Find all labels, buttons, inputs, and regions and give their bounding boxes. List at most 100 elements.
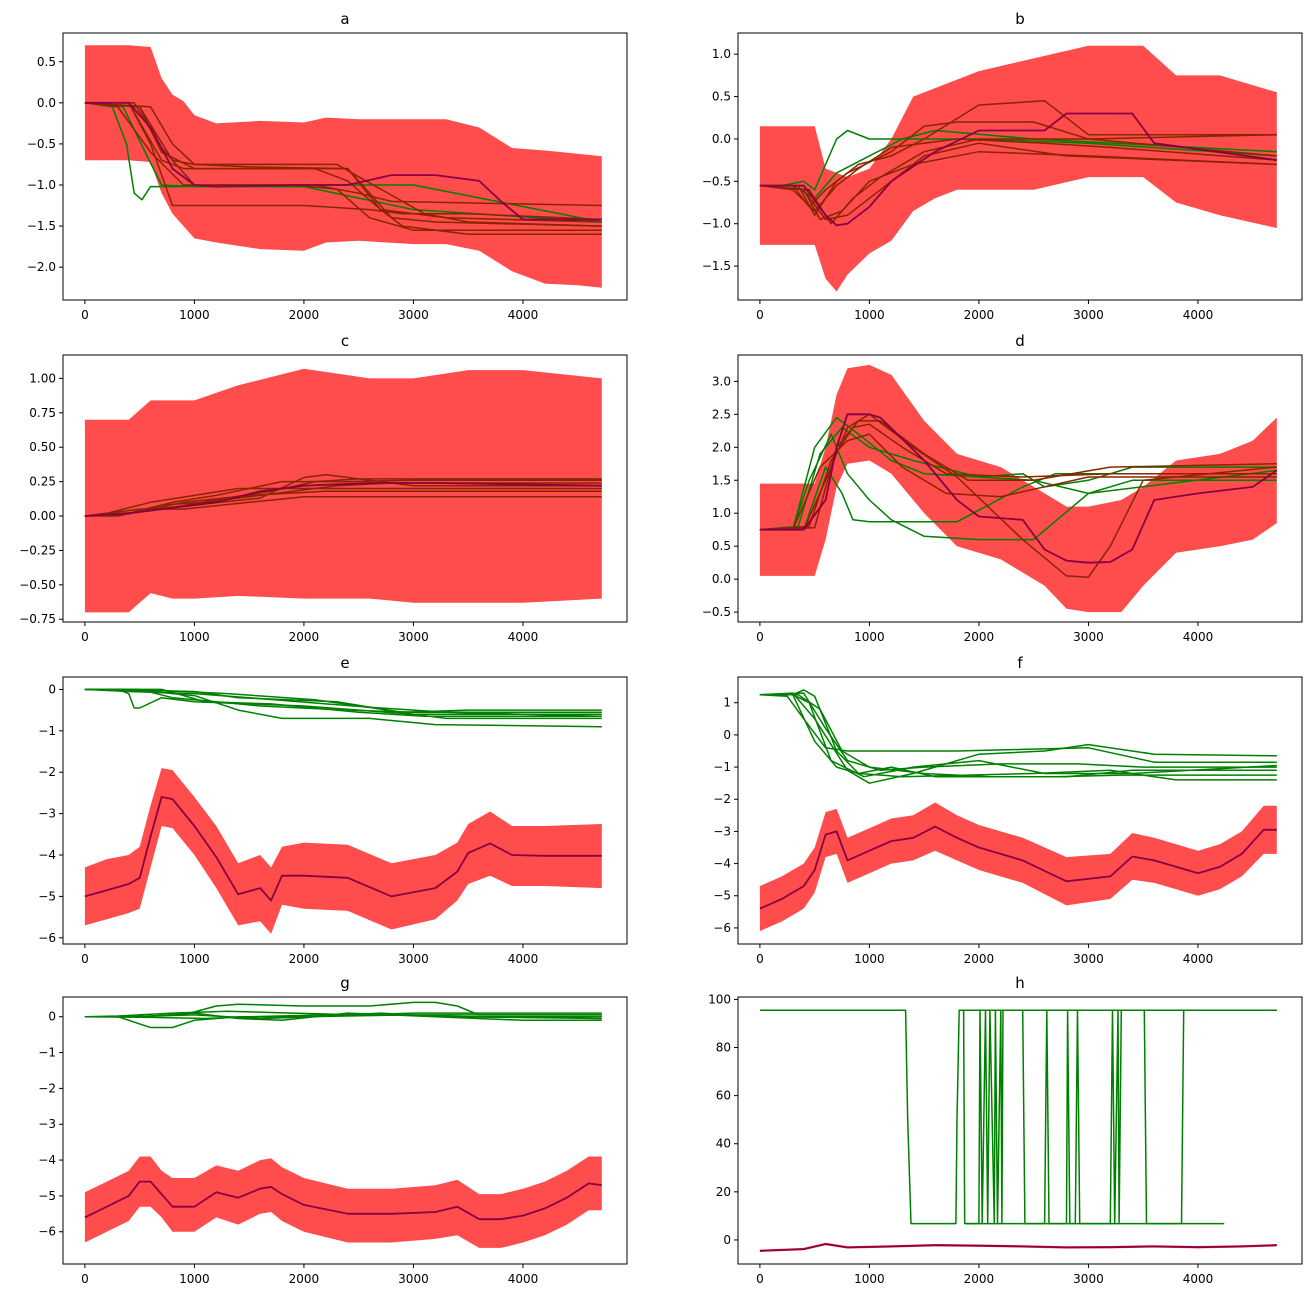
y-tick-label: −0.75 — [19, 612, 56, 626]
y-tick-label: 0 — [723, 728, 731, 742]
series-line-3 — [84, 1010, 602, 1018]
x-tick-label: 0 — [81, 308, 89, 322]
y-tick-label: 1.00 — [29, 371, 56, 385]
y-tick-label: 0 — [48, 1010, 56, 1024]
y-tick-label: −2 — [38, 1081, 56, 1095]
y-tick-label: 40 — [716, 1137, 731, 1151]
x-tick-label: 3000 — [1073, 630, 1104, 644]
plot-area — [84, 45, 602, 288]
x-tick-label: 2000 — [964, 630, 995, 644]
x-tick-label: 4000 — [508, 630, 539, 644]
x-tick-label: 3000 — [398, 630, 429, 644]
panel-c: 0 1000 2000 3000 4000 −0.75 −0.50 −0.25 0.00 0.25… — [19, 332, 628, 644]
panel-title: a — [340, 10, 349, 28]
y-tick-label: 1.0 — [712, 506, 731, 520]
y-tick-label: 2.5 — [712, 407, 731, 421]
x-tick-label: 2000 — [964, 308, 995, 322]
panel-a: 0 1000 2000 3000 4000 −2.0 −1.5 −1.0 −0.5 0.0 0.5 a — [27, 10, 628, 322]
y-tick-label: −1.5 — [702, 259, 731, 273]
y-tick-label: 80 — [716, 1041, 731, 1055]
series-line-6 — [759, 150, 1277, 221]
series-line-3 — [759, 100, 1277, 216]
x-tick-label: 0 — [756, 630, 764, 644]
panel-title: b — [1015, 10, 1025, 28]
y-tick-label: −1 — [38, 1046, 56, 1060]
y-tick-label: 3.0 — [712, 374, 731, 388]
y-tick-label: 0.0 — [712, 132, 731, 146]
x-tick-label: 1000 — [179, 952, 210, 966]
series-line-3 — [84, 688, 602, 728]
x-tick-label: 1000 — [854, 952, 885, 966]
y-tick-label: −0.5 — [702, 174, 731, 188]
series-line-9 — [84, 101, 602, 221]
panel-title: g — [340, 974, 350, 992]
panel-f: 0 1000 2000 3000 4000 −6 −5 −4 −3 −2 −1 0 1 f — [713, 654, 1303, 966]
panel-title: e — [340, 654, 349, 672]
plot-area — [84, 368, 602, 613]
series-line-7 — [759, 420, 1277, 531]
y-tick-label: −3 — [38, 1117, 56, 1131]
plot-area — [759, 364, 1278, 613]
y-tick-label: −0.25 — [19, 543, 56, 557]
y-tick-label: −6 — [38, 1225, 56, 1239]
axes-frame — [62, 996, 628, 1265]
panel-title: f — [1017, 654, 1023, 672]
series-line-1 — [962, 1009, 1277, 1225]
series-line-8 — [84, 102, 602, 223]
y-tick-label: −5 — [713, 889, 731, 903]
series-line-6 — [759, 433, 1277, 531]
x-tick-label: 3000 — [398, 952, 429, 966]
series-line-2 — [84, 487, 602, 517]
x-tick-label: 0 — [81, 952, 89, 966]
axes-frame — [737, 996, 1303, 1265]
y-tick-label: 0.0 — [37, 96, 56, 110]
y-tick-label: −0.5 — [702, 605, 731, 619]
series-line-7 — [759, 138, 1277, 225]
x-tick-label: 0 — [756, 952, 764, 966]
series-line-8 — [759, 112, 1277, 227]
series-line-0 — [759, 1009, 1277, 1225]
plot-area — [759, 1009, 1277, 1252]
y-tick-label: 1.0 — [712, 47, 731, 61]
y-tick-label: 0.5 — [712, 539, 731, 553]
y-tick-label: 0 — [723, 1233, 731, 1247]
y-tick-label: 0.25 — [29, 475, 56, 489]
series-line-0 — [84, 1014, 602, 1029]
y-tick-label: 0.75 — [29, 406, 56, 420]
x-tick-label: 4000 — [1183, 308, 1214, 322]
series-line-1 — [84, 102, 602, 223]
series-line-1 — [759, 433, 1277, 541]
y-tick-label: −1.0 — [27, 178, 56, 192]
series-line-3 — [759, 426, 1277, 531]
y-tick-label: 60 — [716, 1089, 731, 1103]
series-line-5 — [759, 138, 1277, 212]
y-tick-label: −4 — [38, 1153, 56, 1167]
y-tick-label: −4 — [713, 857, 731, 871]
y-tick-label: 0.5 — [37, 55, 56, 69]
panel-b: 0 1000 2000 3000 4000 −1.5 −1.0 −0.5 0.0 0.5 1.0 b — [702, 10, 1303, 322]
axes-frame — [737, 354, 1303, 623]
series-line-6 — [84, 102, 602, 227]
series-line-6 — [759, 693, 1277, 778]
y-tick-label: −1.5 — [27, 219, 56, 233]
axes-frame — [62, 354, 628, 623]
y-tick-label: −2.0 — [27, 260, 56, 274]
y-tick-label: 0.50 — [29, 440, 56, 454]
series-line-7 — [84, 482, 602, 517]
series-line-0 — [759, 416, 1277, 531]
axes-frame — [737, 676, 1303, 945]
x-tick-label: 2000 — [289, 308, 320, 322]
plot-area — [84, 688, 602, 934]
axes-frame — [62, 676, 628, 945]
plot-area — [84, 1001, 602, 1248]
panel-title: c — [341, 332, 349, 350]
y-tick-label: −3 — [38, 807, 56, 821]
y-tick-label: −2 — [38, 765, 56, 779]
x-tick-label: 2000 — [964, 1272, 995, 1286]
series-line-7 — [759, 825, 1277, 910]
y-tick-label: 100 — [708, 992, 731, 1006]
x-tick-label: 2000 — [289, 952, 320, 966]
series-line-6 — [84, 688, 602, 716]
std-band — [84, 1156, 602, 1248]
